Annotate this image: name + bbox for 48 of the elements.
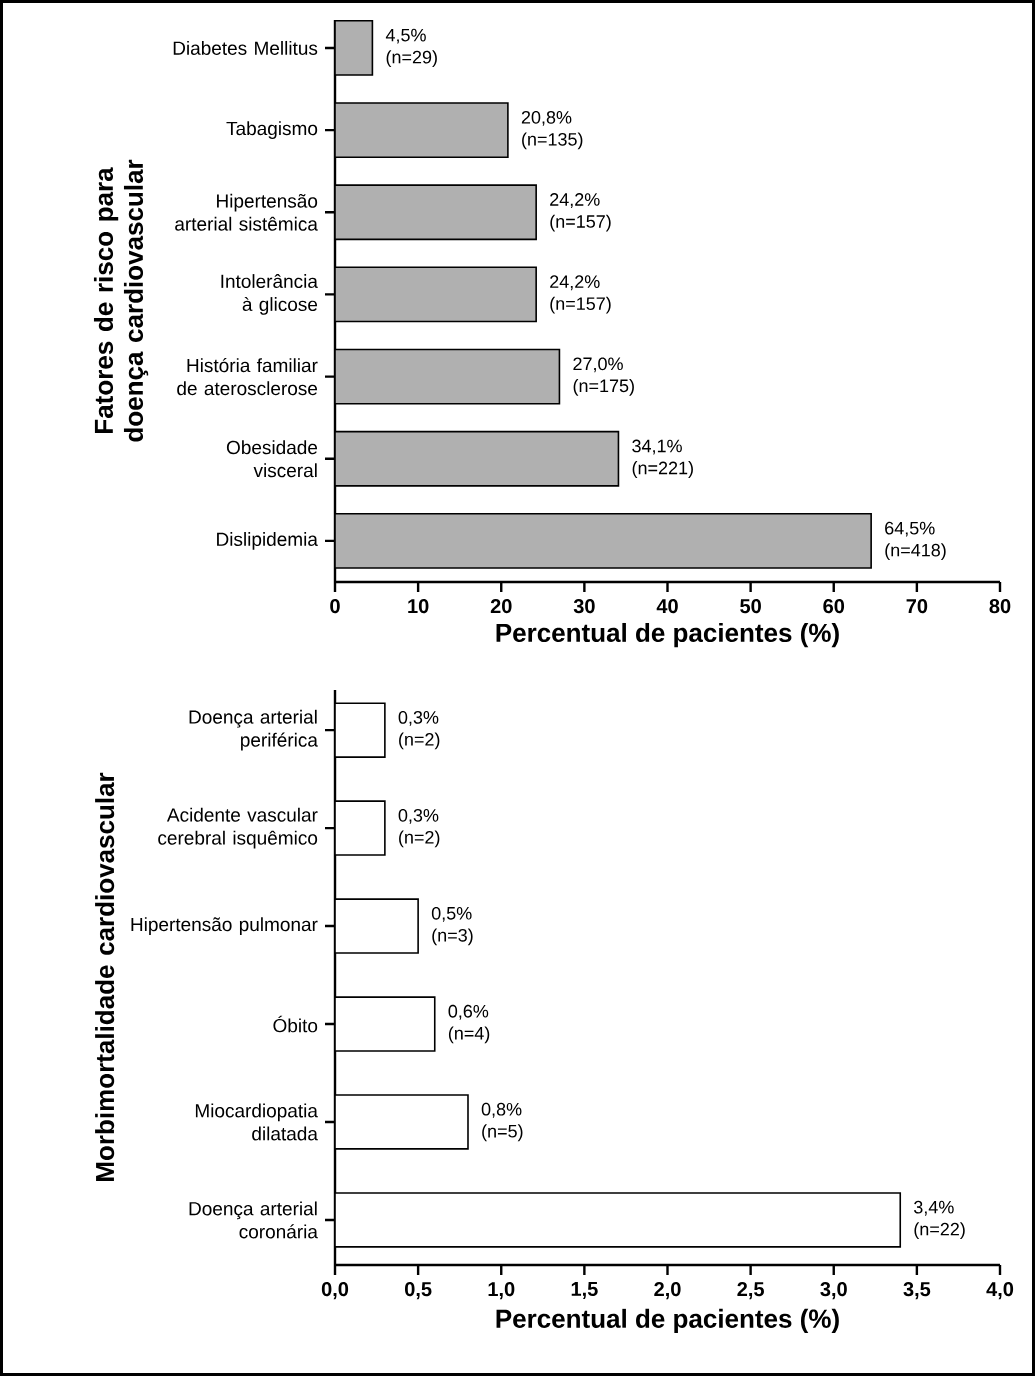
y-tick-label: Intolerância à glicose: [221, 274, 318, 315]
x-axis-title: Percentual de pacientes (%): [496, 1308, 839, 1334]
y-axis-title: Fatores de risco para doença cardiovascular: [93, 159, 149, 442]
x-tick-label: 2,5: [737, 1282, 764, 1300]
data-label: 27,0% (n=175): [573, 357, 634, 396]
y-axis-title: Morbimortalidade cardiovascular: [95, 772, 115, 1181]
data-label: 24,2% (n=157): [550, 275, 611, 314]
x-tick-label: 3,5: [903, 1282, 931, 1300]
x-tick-label: 10: [408, 599, 429, 614]
y-tick-label: Obesidade visceral: [226, 440, 318, 478]
y-tick-label: Miocardiopatia dilatada: [195, 1103, 318, 1141]
y-tick-label: Hipertensão pulmonar: [131, 917, 318, 935]
y-tick-label: Acidente vascular cerebral isquêmico: [158, 807, 318, 849]
data-label: 4,5% (n=29): [385, 28, 437, 68]
data-label: 3,4% (n=22): [914, 1200, 965, 1240]
x-tick-label: 1,0: [488, 1282, 515, 1300]
y-tick-label: História familiar de aterosclerose: [177, 358, 318, 396]
x-tick-label: 60: [823, 599, 845, 614]
x-tick-label: 40: [656, 599, 678, 614]
y-tick-label: Óbito: [273, 1015, 318, 1033]
x-tick-label: 30: [573, 599, 595, 614]
x-tick-label: 4,0: [986, 1282, 1014, 1300]
y-tick-label: Doença arterial periférica: [189, 709, 318, 751]
y-tick-label: Tabagismo: [226, 121, 318, 139]
data-label: 24,2% (n=157): [550, 193, 611, 232]
x-tick-label: 70: [906, 599, 928, 614]
x-tick-label: 80: [989, 599, 1011, 614]
data-label: 0,5% (n=3): [431, 906, 473, 946]
x-tick-label: 20: [490, 599, 512, 614]
x-tick-label: 0: [330, 599, 340, 614]
y-tick-label: Doença arterial coronária: [189, 1201, 318, 1239]
x-axis-title: Percentual de pacientes (%): [496, 622, 839, 648]
data-label: 0,8% (n=5): [481, 1102, 523, 1142]
data-label: 0,3% (n=2): [398, 711, 440, 750]
data-label: 0,3% (n=2): [398, 808, 440, 848]
x-tick-label: 2,0: [654, 1282, 681, 1300]
y-tick-label: Dislipidemia: [217, 532, 318, 550]
y-tick-label: Diabetes Mellitus: [173, 40, 318, 55]
x-tick-label: 0,5: [405, 1282, 432, 1300]
data-label: 20,8% (n=135): [521, 110, 583, 150]
y-tick-label: Hipertensão arterial sistêmica: [175, 193, 318, 231]
data-label: 0,6% (n=4): [448, 1004, 490, 1044]
x-tick-label: 1,5: [571, 1282, 598, 1299]
x-tick-label: 0,0: [321, 1282, 349, 1300]
data-label: 64,5% (n=418): [885, 521, 946, 561]
data-label: 34,1% (n=221): [632, 439, 693, 478]
x-tick-label: 50: [740, 599, 761, 614]
x-tick-label: 3,0: [820, 1282, 847, 1300]
